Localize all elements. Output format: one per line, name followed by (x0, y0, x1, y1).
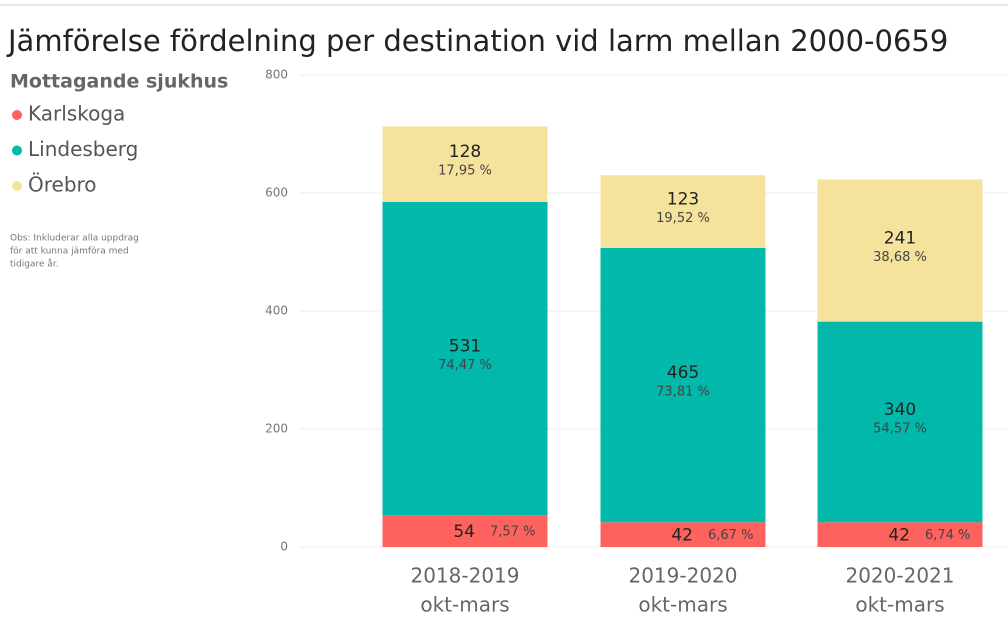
bar-segment (600, 247, 766, 523)
legend-label: Lindesberg (28, 137, 138, 161)
percent-label: 19,52 % (656, 211, 710, 226)
y-tick-label: 200 (265, 422, 288, 436)
percent-label: 6,74 % (925, 528, 970, 543)
value-label: 241 (884, 229, 916, 249)
bar-segment (382, 201, 548, 516)
y-tick-label: 600 (265, 186, 288, 200)
legend-marker (12, 110, 22, 120)
x-tick-label: okt-mars (638, 593, 727, 617)
value-label: 128 (449, 142, 481, 162)
legend-label: Örebro (28, 173, 97, 197)
percent-label: 54,57 % (873, 421, 927, 436)
bar-segment (600, 175, 766, 248)
x-tick-label: 2020-2021 (845, 564, 954, 588)
x-tick-label: 2019-2020 (628, 564, 737, 588)
legend-marker (12, 145, 22, 156)
legend-label: Karlskoga (28, 102, 125, 126)
y-tick-label: 400 (265, 304, 288, 318)
legend-marker (12, 181, 22, 191)
percent-label: 73,81 % (656, 385, 710, 400)
value-label: 42 (888, 526, 910, 546)
bar-segment (382, 126, 548, 202)
percent-label: 17,95 % (438, 164, 492, 179)
bar-segment (382, 515, 548, 547)
value-label: 465 (667, 363, 699, 383)
value-label: 340 (884, 400, 916, 420)
percent-label: 7,57 % (490, 525, 535, 540)
bar-segment (817, 321, 983, 523)
x-tick-label: okt-mars (855, 593, 944, 617)
y-tick-label: 800 (265, 68, 288, 82)
y-tick-label: 0 (280, 540, 288, 554)
x-tick-label: okt-mars (420, 593, 509, 617)
bar-segment (817, 522, 983, 547)
bar-segment (817, 179, 983, 322)
value-label: 123 (667, 190, 699, 210)
legend-title: Mottagande sjukhus (10, 71, 228, 93)
value-label: 531 (449, 336, 481, 356)
note-line: för att kunna jämföra med (10, 247, 129, 257)
percent-label: 38,68 % (873, 250, 927, 265)
value-label: 42 (671, 526, 693, 546)
percent-label: 6,67 % (708, 528, 753, 543)
note-line: tidigare år. (10, 259, 59, 270)
note-line: Obs: Inkluderar alla uppdrag (10, 234, 139, 244)
x-tick-label: 2018-2019 (410, 564, 519, 588)
value-label: 54 (453, 522, 475, 542)
chart-title: Jämförelse fördelning per destination vi… (6, 24, 948, 58)
percent-label: 74,47 % (438, 358, 492, 373)
bar-segment (600, 522, 766, 547)
